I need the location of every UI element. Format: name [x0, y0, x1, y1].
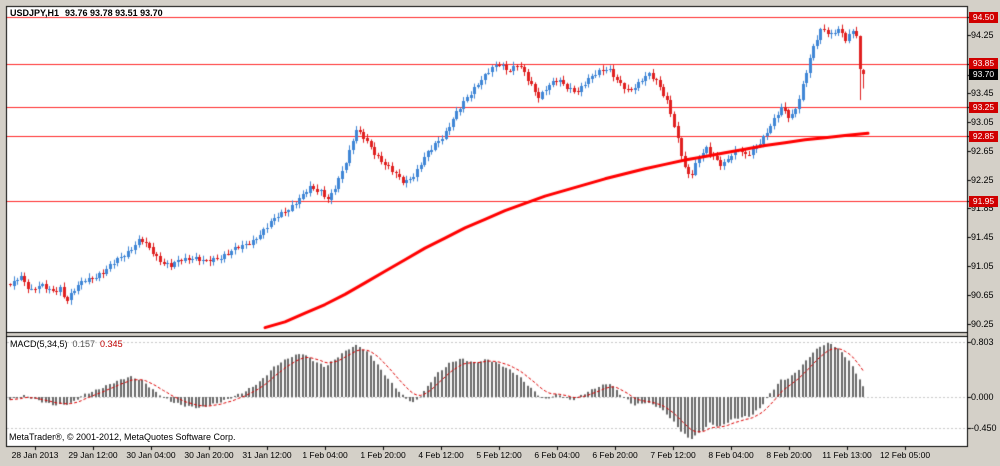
- time-axis-label: 8 Feb 20:00: [766, 450, 812, 460]
- macd-name-label: MACD(5,34,5): [10, 339, 68, 349]
- ohlc-values: 93.76 93.78 93.51 93.70: [65, 8, 163, 18]
- time-axis-label: 1 Feb 20:00: [360, 450, 406, 460]
- macd-signal-value: 0.345: [100, 339, 123, 349]
- macd-tick-label: 0.000: [971, 392, 994, 402]
- time-axis-label: 5 Feb 12:00: [476, 450, 522, 460]
- price-tick-label: 90.25: [971, 319, 994, 330]
- time-axis-label: 30 Jan 04:00: [126, 450, 176, 460]
- time-axis-label: 30 Jan 20:00: [184, 450, 234, 460]
- watermark-text: MetaTrader®, © 2001-2012, MetaQuotes Sof…: [9, 432, 236, 442]
- price-tick-label: 90.65: [971, 290, 994, 301]
- price-level-badge: 93.25: [969, 101, 998, 113]
- price-level-badge: 92.85: [969, 130, 998, 142]
- time-axis-label: 11 Feb 13:00: [822, 450, 872, 460]
- price-tick-label: 91.05: [971, 261, 994, 272]
- time-axis-label: 31 Jan 12:00: [242, 450, 292, 460]
- price-level-badge: 93.85: [969, 58, 998, 70]
- price-tick-label: 93.45: [971, 87, 994, 98]
- time-axis-label: 12 Feb 05:00: [879, 450, 931, 460]
- symbol-timeframe-label: USDJPY,H1: [10, 8, 60, 18]
- time-axis-label: 6 Feb 04:00: [534, 450, 580, 460]
- time-axis-label: 8 Feb 04:00: [708, 450, 754, 460]
- time-axis-label: 28 Jan 2013: [11, 450, 59, 460]
- time-axis-label: 4 Feb 12:00: [418, 450, 464, 460]
- time-axis-label: 7 Feb 12:00: [650, 450, 696, 460]
- time-axis-label: 29 Jan 12:00: [68, 450, 118, 460]
- macd-tick-label: 0.803: [971, 336, 994, 347]
- macd-main-value: 0.157: [72, 339, 96, 349]
- chart-header: USDJPY,H1 93.76 93.78 93.51 93.70: [10, 8, 163, 18]
- price-level-badge: 94.50: [969, 11, 998, 23]
- price-tick-label: 91.85: [971, 203, 994, 214]
- price-tick-label: 92.65: [971, 145, 994, 156]
- price-tick-label: 94.25: [971, 30, 994, 41]
- price-tick-label: 93.05: [971, 116, 994, 127]
- price-tick-label: 91.45: [971, 232, 994, 243]
- time-axis-label: 1 Feb 04:00: [302, 450, 348, 460]
- time-axis-label: 6 Feb 20:00: [592, 450, 638, 460]
- current-price-badge: 93.70: [969, 69, 998, 81]
- price-level-badge: 91.95: [969, 195, 998, 207]
- macd-tick-label: -0.450: [971, 422, 997, 433]
- macd-indicator-label: MACD(5,34,5) 0.157 0.345: [10, 339, 123, 349]
- price-tick-label: 92.25: [971, 174, 994, 185]
